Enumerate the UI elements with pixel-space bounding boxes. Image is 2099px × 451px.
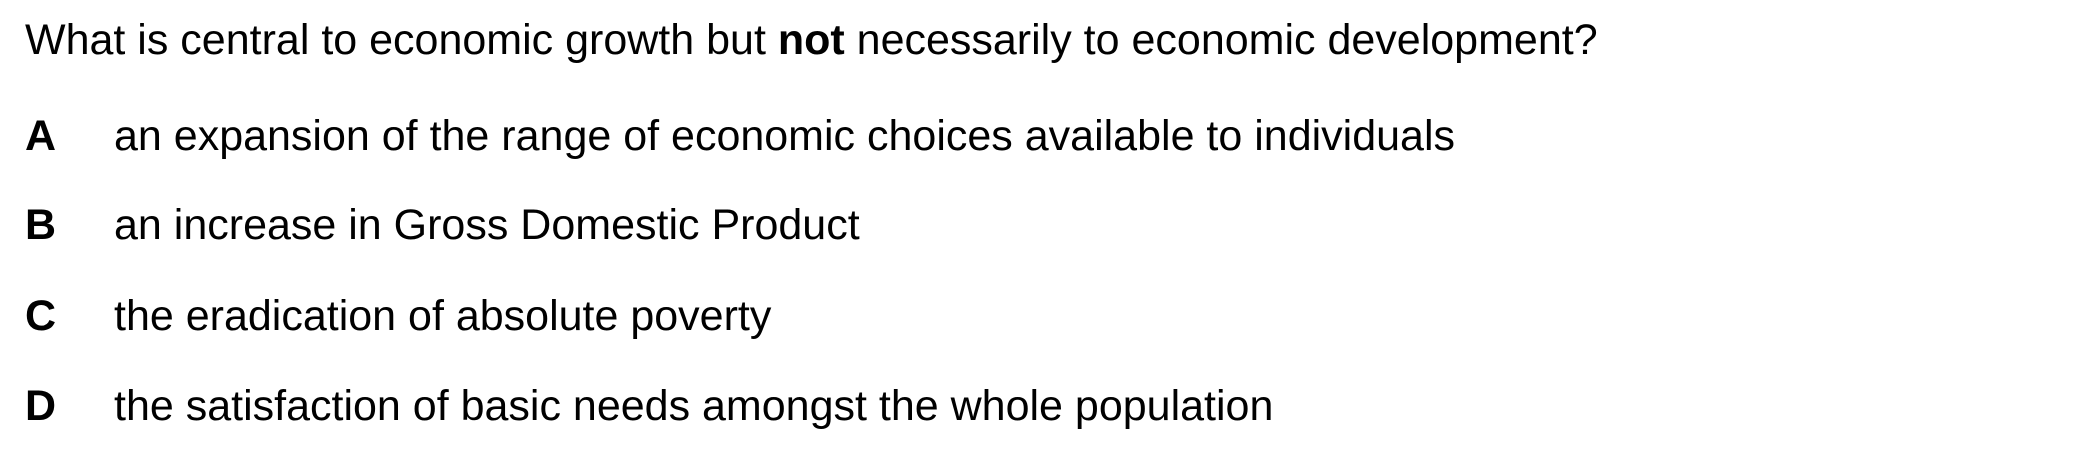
question-stem: What is central to economic growth but n…	[25, 14, 1598, 66]
option-d-text: the satisfaction of basic needs amongst …	[114, 382, 1274, 430]
question-text-after: necessarily to economic development?	[844, 16, 1598, 64]
question-emphasis: not	[777, 16, 845, 64]
option-d-letter: D	[25, 382, 57, 430]
option-c-text: the eradication of absolute poverty	[114, 292, 772, 340]
option-b-letter: B	[25, 201, 57, 249]
option-c-letter: C	[25, 292, 57, 340]
option-a-text: an expansion of the range of economic ch…	[114, 112, 1456, 160]
question-text-before: What is central to economic growth but	[25, 16, 778, 64]
option-a-letter: A	[25, 112, 57, 160]
option-b-text: an increase in Gross Domestic Product	[114, 201, 860, 249]
